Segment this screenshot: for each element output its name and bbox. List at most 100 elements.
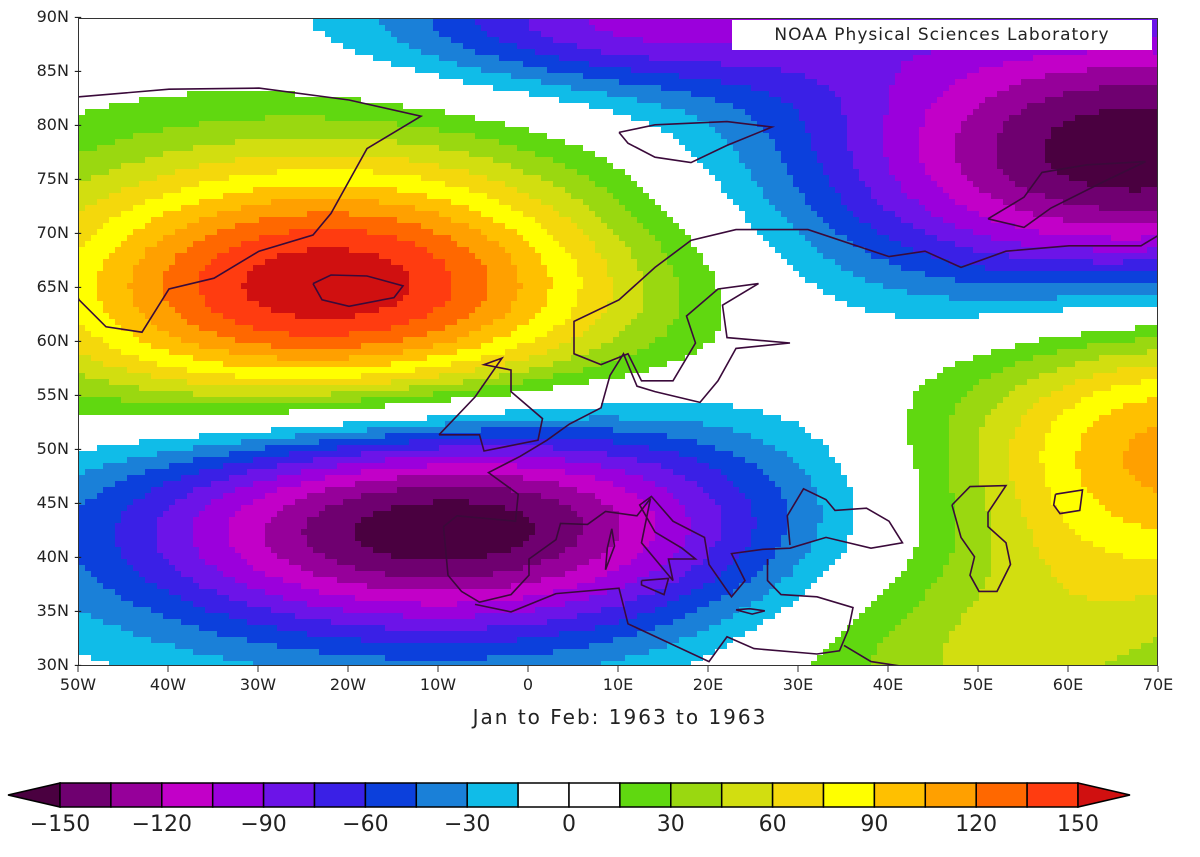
field-cell <box>1009 253 1157 260</box>
colorbar-swatch <box>466 782 519 808</box>
longitude-tick-label: 40E <box>872 675 904 694</box>
field-cell <box>475 19 530 26</box>
field-cell <box>817 157 854 164</box>
field-cell <box>751 511 788 518</box>
field-cell <box>949 469 980 476</box>
field-cell <box>193 445 266 452</box>
field-cell <box>961 127 1004 134</box>
field-cell <box>169 505 206 512</box>
field-cell <box>637 457 698 464</box>
field-cell <box>115 535 158 542</box>
field-cell <box>811 139 848 146</box>
field-cell <box>97 271 134 278</box>
field-cell <box>919 133 956 140</box>
field-cell <box>199 343 272 350</box>
field-cell <box>637 181 722 188</box>
field-cell <box>685 511 722 518</box>
field-cell <box>907 433 950 440</box>
field-cell <box>1075 529 1157 536</box>
field-cell <box>199 511 236 518</box>
field-cell <box>637 613 686 620</box>
field-cell <box>805 235 848 242</box>
field-cell <box>889 583 932 590</box>
field-cell <box>889 109 926 116</box>
field-cell <box>1009 457 1040 464</box>
field-cell <box>139 97 362 104</box>
field-cell <box>961 613 1157 620</box>
field-cell <box>691 529 722 536</box>
field-cell <box>847 625 896 632</box>
field-cell <box>733 481 776 488</box>
field-cell <box>613 541 650 548</box>
field-cell <box>1081 481 1142 488</box>
field-cell <box>733 199 770 206</box>
field-cell <box>1123 553 1157 560</box>
field-cell <box>919 487 950 494</box>
field-cell <box>595 319 632 326</box>
field-cell <box>649 343 704 350</box>
field-cell <box>445 109 614 116</box>
field-cell <box>145 247 188 254</box>
field-cell <box>1141 379 1157 386</box>
field-cell <box>757 571 794 578</box>
field-cell <box>175 643 278 650</box>
field-cell <box>841 469 920 476</box>
field-cell <box>163 277 200 284</box>
field-cell <box>991 541 1034 548</box>
field-cell <box>379 19 434 26</box>
field-cell <box>817 577 896 584</box>
field-cell <box>901 67 980 74</box>
field-cell <box>205 559 248 566</box>
field-cell <box>907 559 950 566</box>
field-cell <box>79 643 176 650</box>
field-cell <box>355 523 536 530</box>
field-cell <box>823 511 854 518</box>
field-cell <box>625 655 704 662</box>
field-cell <box>319 439 410 446</box>
field-cell <box>529 19 590 26</box>
field-cell <box>223 361 392 368</box>
field-cell <box>505 223 542 230</box>
field-cell <box>79 169 110 176</box>
field-cell <box>931 211 980 218</box>
field-cell <box>733 637 836 644</box>
colorbar-swatch <box>771 782 825 808</box>
field-cell <box>331 391 434 398</box>
field-cell <box>955 79 1022 86</box>
field-cell <box>1141 523 1157 530</box>
field-cell <box>1033 55 1157 62</box>
field-cell <box>565 547 608 554</box>
field-cell <box>541 79 620 86</box>
field-cell <box>199 469 248 476</box>
field-cell <box>583 73 680 80</box>
field-cell <box>1147 397 1157 404</box>
field-cell <box>85 241 122 248</box>
field-cell <box>715 445 776 452</box>
field-cell <box>199 271 248 278</box>
field-cell <box>1045 481 1082 488</box>
field-cell <box>637 313 680 320</box>
field-cell <box>691 565 728 572</box>
field-cell <box>559 553 602 560</box>
field-cell <box>79 205 86 212</box>
field-cell <box>427 331 470 338</box>
field-cell <box>907 409 956 416</box>
field-cell <box>721 619 764 626</box>
field-cell <box>679 223 752 230</box>
field-cell <box>163 553 200 560</box>
field-cell <box>847 205 884 212</box>
field-cell <box>295 313 356 320</box>
field-cell <box>697 157 740 164</box>
field-cell <box>79 307 104 314</box>
field-cell <box>577 535 620 542</box>
field-cell <box>109 103 404 110</box>
field-cell <box>295 499 344 506</box>
field-cell <box>679 595 722 602</box>
field-cell <box>949 631 1157 638</box>
field-cell <box>157 241 194 248</box>
field-cell <box>763 409 908 416</box>
field-cell <box>949 439 980 446</box>
field-cell <box>721 61 902 68</box>
field-cell <box>469 169 524 176</box>
field-cell <box>229 613 296 620</box>
